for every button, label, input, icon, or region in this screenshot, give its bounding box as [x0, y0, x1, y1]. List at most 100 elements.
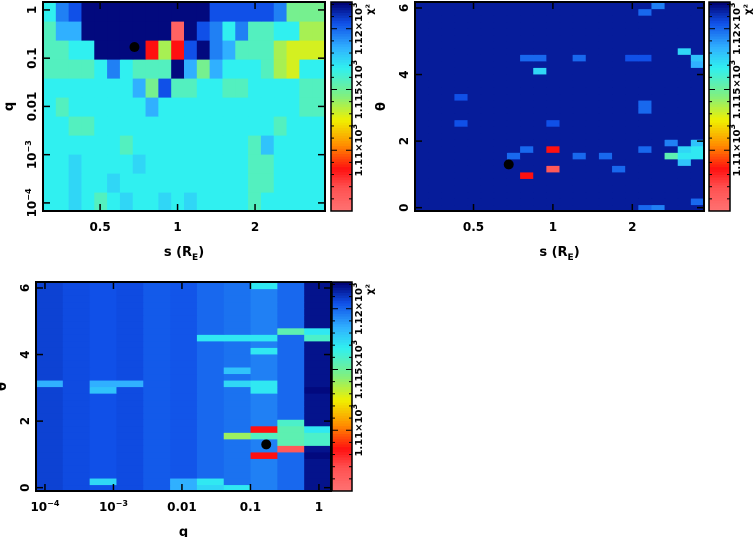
colorbar-segment: [332, 284, 352, 288]
heatmap-cell: [89, 340, 118, 348]
heatmap-cell: [612, 152, 626, 160]
heatmap-cell: [612, 21, 626, 29]
heatmap-cell: [585, 197, 600, 206]
heatmap-cell: [304, 366, 332, 375]
heatmap-cell: [664, 126, 679, 134]
heatmap-cell: [304, 477, 332, 486]
heatmap-cell: [299, 21, 313, 41]
x-tick-label-text: 0.1: [240, 500, 261, 514]
heatmap-cell: [304, 301, 332, 309]
heatmap-cell: [480, 47, 495, 55]
y-tick-label: 0: [18, 483, 32, 491]
heatmap-cell: [467, 86, 482, 95]
heatmap-cell: [62, 360, 91, 368]
colorbar-segment: [709, 75, 730, 79]
heatmap-cell: [116, 425, 144, 433]
x-tick-label: 10−4: [30, 499, 59, 514]
heatmap-cell: [171, 78, 185, 98]
heatmap-cell: [304, 425, 332, 433]
heatmap-cell: [493, 86, 508, 95]
heatmap-cell: [546, 54, 561, 62]
heatmap-cell: [428, 47, 442, 55]
heatmap-cell: [260, 135, 275, 155]
x-tick-label: 0.01: [167, 500, 197, 514]
heatmap-cell: [62, 412, 91, 420]
heatmap-cell: [415, 197, 429, 206]
heatmap-cell: [480, 178, 495, 186]
y-tick-label: 0.1: [25, 48, 39, 69]
heatmap-cell: [250, 373, 278, 381]
colorbar-segment: [709, 22, 730, 27]
heatmap-cell: [480, 184, 495, 193]
heatmap-cell: [36, 308, 64, 316]
colorbar-segment: [709, 122, 730, 126]
colorbar-segment: [331, 116, 352, 121]
heatmap-cell: [506, 15, 521, 23]
heatmap-cell: [533, 47, 547, 55]
heatmap-cell: [638, 47, 653, 55]
heatmap-cell: [171, 135, 185, 155]
heatmap-cell: [304, 360, 332, 368]
colorbar-segment: [332, 344, 352, 348]
heatmap-cell: [677, 171, 692, 179]
heatmap-cell: [299, 59, 313, 79]
colorbar-segment: [709, 17, 730, 21]
colorbar-segment: [331, 35, 352, 40]
colorbar-tick-label-exponent: 3: [728, 124, 737, 130]
x-tick-label-text: 1: [549, 220, 557, 234]
heatmap-cell: [572, 145, 587, 153]
heatmap-cell: [68, 192, 83, 212]
colorbar-segment: [331, 174, 352, 178]
heatmap-cell: [312, 116, 326, 136]
heatmap-cell: [559, 184, 574, 193]
heatmap-cell: [493, 67, 508, 75]
heatmap-cell: [559, 54, 574, 62]
heatmap-cell: [454, 106, 469, 114]
heatmap-cell: [36, 353, 64, 361]
heatmap-cell: [36, 295, 64, 303]
colorbar-segment: [331, 119, 352, 123]
heatmap-cell: [170, 314, 198, 322]
colorbar-label: χ²: [365, 4, 376, 15]
heatmap-cell: [170, 327, 198, 335]
heatmap-cell: [546, 21, 561, 29]
y-tick-label-text: 2: [397, 137, 411, 145]
heatmap-cell: [170, 360, 198, 368]
heatmap-cell: [223, 425, 252, 433]
heatmap-cell: [454, 191, 469, 199]
heatmap-cell: [585, 139, 600, 147]
heatmap-cell: [89, 458, 118, 466]
colorbar-segment: [331, 33, 352, 37]
heatmap-cell: [598, 113, 613, 121]
heatmap-cell: [664, 204, 679, 212]
colorbar-segment: [332, 485, 352, 489]
heatmap-cell: [143, 438, 171, 446]
heatmap-cell: [598, 60, 613, 68]
heatmap-cell: [520, 158, 534, 166]
x-tick-label: 0.5: [463, 220, 484, 234]
heatmap-cell: [572, 119, 587, 127]
heatmap-cell: [158, 192, 172, 212]
heatmap-cell: [533, 8, 547, 16]
heatmap-cell: [493, 197, 508, 206]
heatmap-cell: [286, 97, 300, 117]
y-tick-label-text: 10: [25, 201, 39, 218]
heatmap-cell: [441, 34, 456, 42]
heatmap-cell: [638, 132, 653, 140]
heatmap-cell: [89, 366, 118, 375]
heatmap-cell: [209, 135, 224, 155]
heatmap-cell: [116, 484, 144, 492]
heatmap-cell: [43, 59, 57, 79]
heatmap-cell: [184, 154, 198, 174]
heatmap-cell: [506, 145, 521, 153]
heatmap-cell: [638, 145, 653, 153]
heatmap-cell: [428, 113, 442, 121]
heatmap-cell: [638, 152, 653, 160]
heatmap-cell: [196, 340, 225, 348]
heatmap-cell: [116, 432, 144, 440]
heatmap-cell: [533, 93, 547, 101]
heatmap-cell: [235, 21, 249, 41]
colorbar-segment: [331, 203, 352, 207]
heatmap-cell: [533, 139, 547, 147]
heatmap-cell: [94, 154, 108, 174]
